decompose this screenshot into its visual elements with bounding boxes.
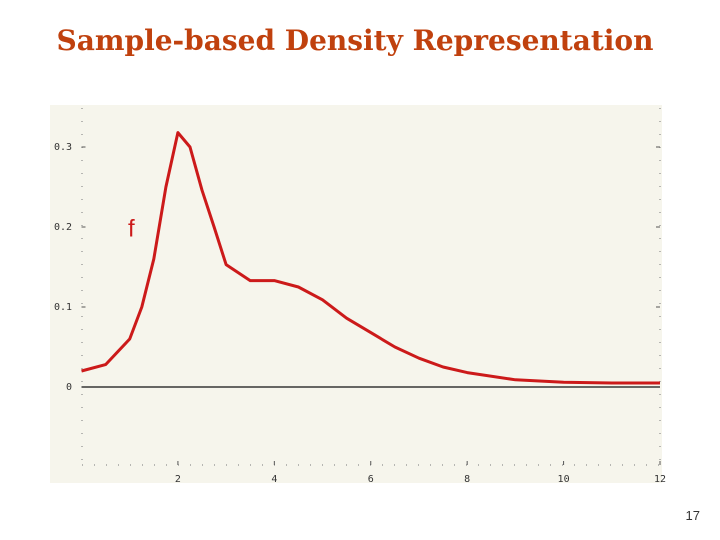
y-tick-label: 0.1 bbox=[54, 302, 72, 313]
y-tick-label: 0.2 bbox=[54, 222, 72, 233]
x-tick-label: 6 bbox=[368, 474, 374, 485]
y-tick-label: 0 bbox=[66, 382, 72, 393]
x-tick-label: 8 bbox=[464, 474, 470, 485]
x-tick-label: 4 bbox=[271, 474, 277, 485]
page-number: 17 bbox=[686, 508, 700, 523]
density-curve bbox=[81, 131, 660, 385]
y-tick-label: 0.3 bbox=[54, 142, 72, 153]
slide-title: Sample-based Density Representation bbox=[57, 24, 654, 57]
x-tick-label: 12 bbox=[654, 474, 666, 485]
annotation: f bbox=[128, 215, 135, 242]
plot-background bbox=[50, 105, 662, 483]
x-tick-label: 2 bbox=[175, 474, 181, 485]
x-tick-label: 10 bbox=[558, 474, 570, 485]
